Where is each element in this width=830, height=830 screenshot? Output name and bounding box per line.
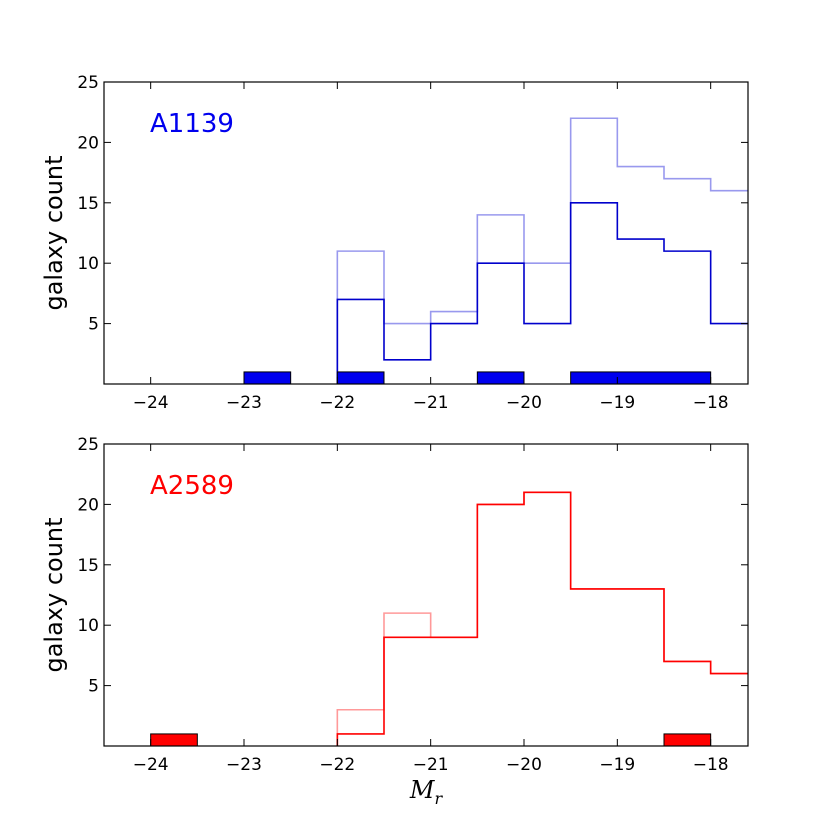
y-axis-label: galaxy count <box>40 517 68 672</box>
x-tick-label: −19 <box>599 755 635 775</box>
chart-panel-1: −24 −23 −22 −21 −20 −19 −18 5 10 15 20 25 galaxy cou… <box>40 73 749 413</box>
cluster-label: A1139 <box>150 109 234 139</box>
filled-bar-2 <box>336 371 385 384</box>
x-tick-label: −19 <box>599 393 635 413</box>
x-tick-label: −23 <box>226 755 262 775</box>
y-tick-label: 15 <box>77 194 99 214</box>
y-tick-label: 25 <box>77 435 99 455</box>
filled-bar-1 <box>243 371 292 384</box>
filled-bar-4 <box>570 371 712 384</box>
y-axis-label: galaxy count <box>40 155 68 310</box>
y-tick-label: 15 <box>77 556 99 576</box>
series-step-dark <box>336 491 748 746</box>
filled-bar-3 <box>476 371 525 384</box>
x-tick-label: −22 <box>319 755 355 775</box>
x-tick-label: −18 <box>693 755 729 775</box>
y-tick-label: 20 <box>77 133 99 153</box>
x-tick-label: −22 <box>319 393 355 413</box>
series-step-dark <box>336 202 748 384</box>
x-tick-label: −21 <box>413 393 449 413</box>
axes-frame <box>103 443 749 747</box>
y-tick-label: 10 <box>77 254 99 274</box>
x-tick-label: −18 <box>693 393 729 413</box>
y-tick-label: 25 <box>77 73 99 93</box>
x-tick-label: −23 <box>226 393 262 413</box>
series-step-light <box>336 491 748 746</box>
cluster-label: A2589 <box>150 471 234 501</box>
y-tick-label: 20 <box>77 495 99 515</box>
plot-area <box>243 117 748 384</box>
x-tick-label: −21 <box>413 755 449 775</box>
y-tick-label: 5 <box>88 677 99 697</box>
chart-panel-2: −24 −23 −22 −21 −20 −19 −18 5 10 15 20 25 galaxy cou… <box>40 435 749 808</box>
axes-frame <box>103 81 749 385</box>
plot-area <box>150 491 748 746</box>
x-tick-label: −20 <box>506 393 542 413</box>
x-tick-label: −24 <box>133 393 169 413</box>
y-tick-label: 10 <box>77 616 99 636</box>
filled-bar-2 <box>663 733 712 746</box>
x-tick-label: −24 <box>133 755 169 775</box>
x-axis-label: Mr <box>409 776 444 808</box>
series-step-light <box>336 117 748 384</box>
x-tick-label: −20 <box>506 755 542 775</box>
x-axis-label-subscript: r <box>434 789 443 808</box>
x-axis-label-main: M <box>409 776 436 804</box>
y-tick-label: 5 <box>88 315 99 335</box>
filled-bar-1 <box>150 733 198 746</box>
